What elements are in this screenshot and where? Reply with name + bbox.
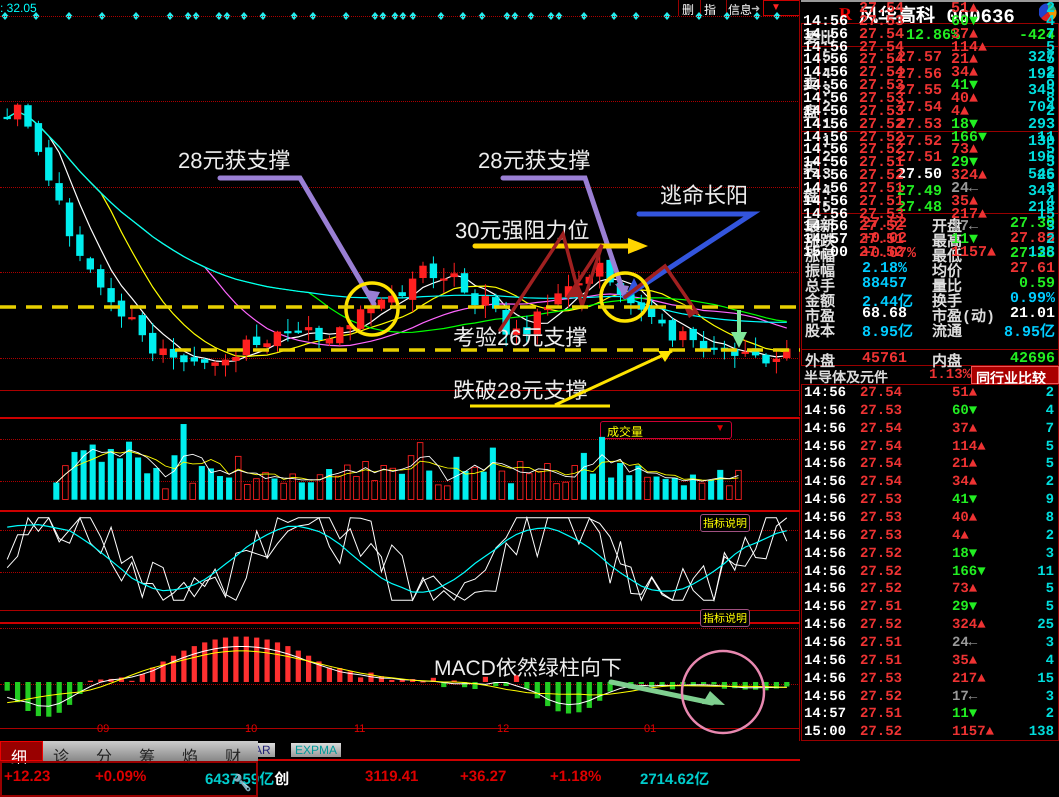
svg-text:28元获支撑: 28元获支撑 [178,148,290,173]
svg-text:28元获支撑: 28元获支撑 [478,148,590,173]
svg-text:30元强阻力位: 30元强阻力位 [455,218,589,243]
svg-text:考验26元支撑: 考验26元支撑 [453,325,587,350]
svg-text:逃命长阳: 逃命长阳 [660,183,748,208]
